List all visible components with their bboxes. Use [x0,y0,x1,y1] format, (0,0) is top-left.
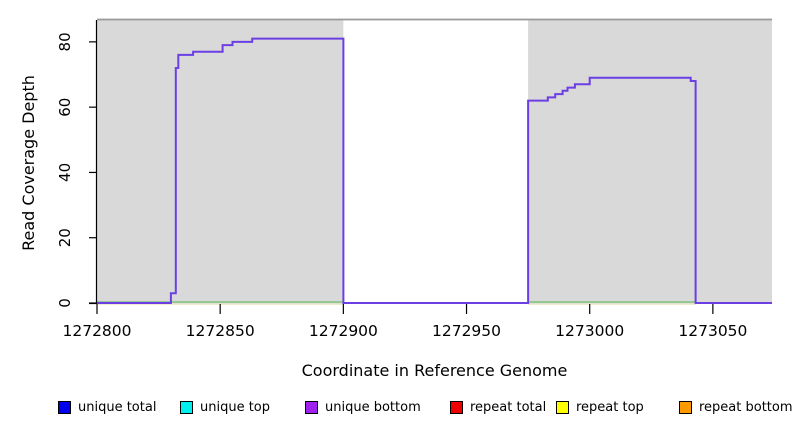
x-tick-label: 1272850 [186,322,255,340]
legend-item-unique-bottom: unique bottom [305,400,421,415]
unique-total-swatch-icon [58,401,71,414]
coverage-step-line [97,37,772,304]
x-axis-title: Coordinate in Reference Genome [301,361,568,380]
shaded-block [97,20,344,304]
shaded-block [528,20,772,304]
legend-item-repeat-total: repeat total [450,400,546,415]
y-tick-label: 80 [56,32,74,51]
legend-label: unique top [200,400,271,415]
y-tick-label: 60 [56,98,74,117]
legend-label: unique total [78,400,157,415]
legend-item-unique-total: unique total [58,400,156,415]
legend-label: unique bottom [325,400,421,415]
x-tick-label: 1273050 [678,322,747,340]
legend-item-unique-top: unique top [180,400,270,415]
y-tick-label: 20 [56,228,74,247]
legend-label: repeat bottom [699,400,792,415]
x-tick-label: 1272800 [62,322,131,340]
x-tick-label: 1273000 [555,322,624,340]
legend-label: repeat total [470,400,547,415]
repeat-top-swatch-icon [556,401,569,414]
y-tick-label: 40 [56,163,74,182]
repeat-total-swatch-icon [450,401,463,414]
legend-label: repeat top [576,400,644,415]
unique-top-swatch-icon [180,401,193,414]
x-tick-label: 1272900 [309,322,378,340]
y-axis-title: Read Coverage Depth [19,75,38,251]
repeat-bottom-swatch-icon [679,401,692,414]
unique-bottom-swatch-icon [305,401,318,414]
legend-item-repeat-top: repeat top [556,400,644,415]
legend-item-repeat-bottom: repeat bottom [679,400,792,415]
x-tick-label: 1272950 [432,322,501,340]
y-tick-label: 0 [56,298,74,308]
